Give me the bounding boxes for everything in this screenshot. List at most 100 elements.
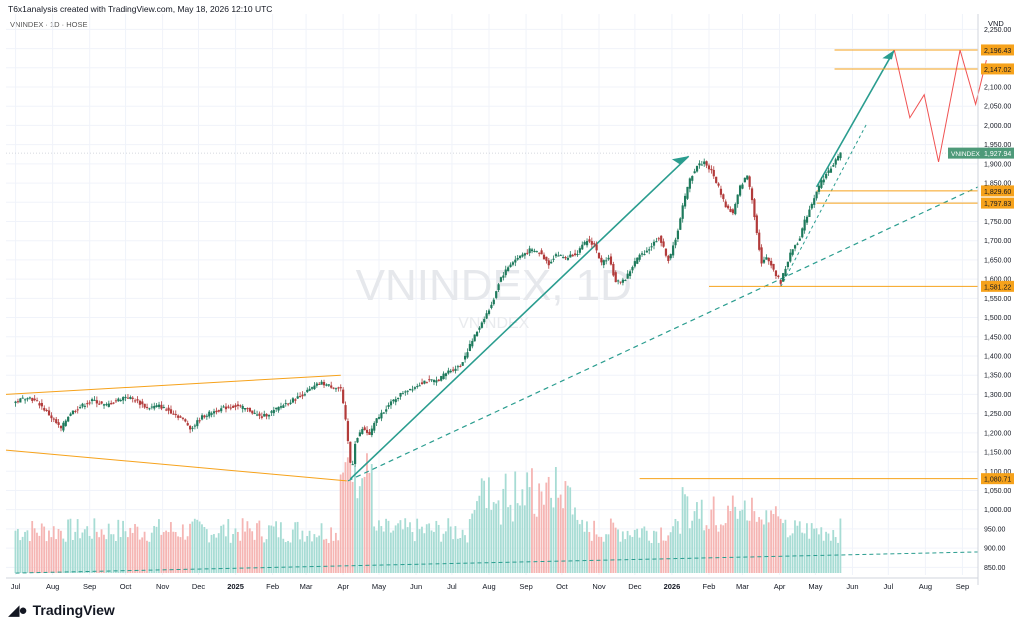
price-tick-label: 2,050.00 bbox=[984, 104, 1011, 111]
candle-body bbox=[473, 334, 476, 342]
price-tick-label: 1,200.00 bbox=[984, 430, 1011, 437]
volume-bar bbox=[794, 520, 796, 573]
volume-bar bbox=[57, 528, 60, 573]
candle-body bbox=[191, 427, 194, 429]
candle-body bbox=[526, 252, 529, 254]
candle-body bbox=[566, 257, 570, 260]
candle-body bbox=[559, 254, 562, 256]
volume-bar bbox=[21, 536, 24, 573]
candle-body bbox=[377, 417, 381, 419]
volume-bar bbox=[538, 483, 541, 573]
candle-body bbox=[215, 410, 218, 413]
volume-bar bbox=[490, 509, 493, 573]
volume-bar bbox=[614, 527, 617, 573]
price-tick-label: 1,250.00 bbox=[984, 411, 1011, 418]
candle-body bbox=[334, 388, 338, 390]
candle-body bbox=[581, 244, 584, 250]
time-tick-label: Feb bbox=[703, 582, 716, 591]
candle-body bbox=[432, 379, 436, 383]
volume-bar bbox=[205, 529, 208, 573]
volume-bar bbox=[839, 518, 842, 573]
volume-bar bbox=[466, 542, 469, 573]
candle-body bbox=[119, 399, 122, 401]
candle-body bbox=[495, 291, 498, 298]
volume-bar bbox=[24, 531, 26, 573]
volume-bar bbox=[397, 523, 399, 573]
candle-body bbox=[289, 402, 292, 404]
candle-body bbox=[375, 418, 378, 423]
footer-brand[interactable]: ◢● TradingView bbox=[8, 601, 115, 619]
volume-bar bbox=[203, 526, 206, 573]
candle-body bbox=[825, 173, 828, 179]
candle-body bbox=[229, 407, 232, 409]
candle-body bbox=[547, 260, 550, 266]
candle-body bbox=[52, 418, 55, 420]
volume-bar bbox=[784, 519, 787, 573]
candle-body bbox=[655, 241, 658, 243]
candle-body bbox=[741, 184, 744, 189]
volume-bar bbox=[509, 504, 512, 573]
candle-body bbox=[612, 263, 615, 276]
time-tick-label: May bbox=[808, 582, 822, 591]
volume-bar bbox=[674, 518, 677, 573]
candle-body bbox=[301, 394, 304, 397]
volume-bar bbox=[621, 531, 624, 573]
volume-bar bbox=[303, 541, 306, 573]
volume-bar bbox=[810, 523, 813, 573]
volume-bar bbox=[370, 464, 373, 573]
volume-bar bbox=[516, 503, 519, 573]
candle-body bbox=[724, 201, 727, 208]
candle-body bbox=[33, 398, 36, 401]
candle-body bbox=[43, 407, 46, 411]
volume-bar bbox=[667, 535, 670, 573]
candle-body bbox=[628, 271, 632, 277]
symbol-tag bbox=[948, 147, 981, 159]
volume-bar bbox=[617, 529, 619, 573]
volume-bar bbox=[557, 497, 560, 573]
volume-bar bbox=[693, 511, 696, 573]
volume-bar bbox=[189, 523, 191, 573]
price-tick-label: 2,100.00 bbox=[984, 85, 1011, 92]
volume-bar bbox=[181, 524, 184, 573]
candle-body bbox=[624, 280, 627, 282]
volume-bar bbox=[767, 522, 770, 573]
volume-bar bbox=[578, 524, 581, 573]
level-tag bbox=[981, 473, 1014, 485]
volume-bar bbox=[755, 521, 758, 573]
volume-bar bbox=[411, 531, 414, 573]
time-tick-label: Dec bbox=[628, 582, 642, 591]
price-tick-label: 1,350.00 bbox=[984, 373, 1011, 380]
time-tick-label: Jun bbox=[410, 582, 422, 591]
candle-body bbox=[793, 245, 797, 249]
candle-body bbox=[837, 156, 840, 161]
candle-body bbox=[62, 422, 65, 431]
volume-bar bbox=[33, 528, 36, 573]
volume-bar bbox=[822, 540, 825, 573]
candle-body bbox=[155, 405, 158, 408]
time-tick-label: Sep bbox=[519, 582, 532, 591]
volume-bar bbox=[648, 540, 651, 573]
candle-body bbox=[315, 383, 318, 386]
candle-body bbox=[679, 218, 682, 230]
time-tick-label: 2025 bbox=[227, 582, 244, 591]
time-tick-label: Apr bbox=[337, 582, 349, 591]
volume-bar bbox=[547, 476, 550, 573]
candle-body bbox=[827, 170, 830, 174]
candle-body bbox=[784, 268, 787, 277]
price-levels bbox=[639, 49, 978, 480]
candle-body bbox=[35, 400, 39, 402]
candle-body bbox=[509, 264, 512, 268]
candle-body bbox=[471, 340, 474, 347]
volume-bar bbox=[268, 525, 270, 573]
candle-body bbox=[409, 388, 412, 391]
volume-bar bbox=[676, 521, 679, 573]
candle-body bbox=[236, 404, 240, 407]
price-tick-label: 1,550.00 bbox=[984, 296, 1011, 303]
volume-bar bbox=[95, 531, 98, 573]
candle-body bbox=[683, 195, 687, 207]
volume-bar bbox=[100, 529, 103, 573]
candle-body bbox=[57, 422, 60, 425]
volume-bar bbox=[169, 522, 172, 573]
candle-body bbox=[208, 411, 211, 417]
